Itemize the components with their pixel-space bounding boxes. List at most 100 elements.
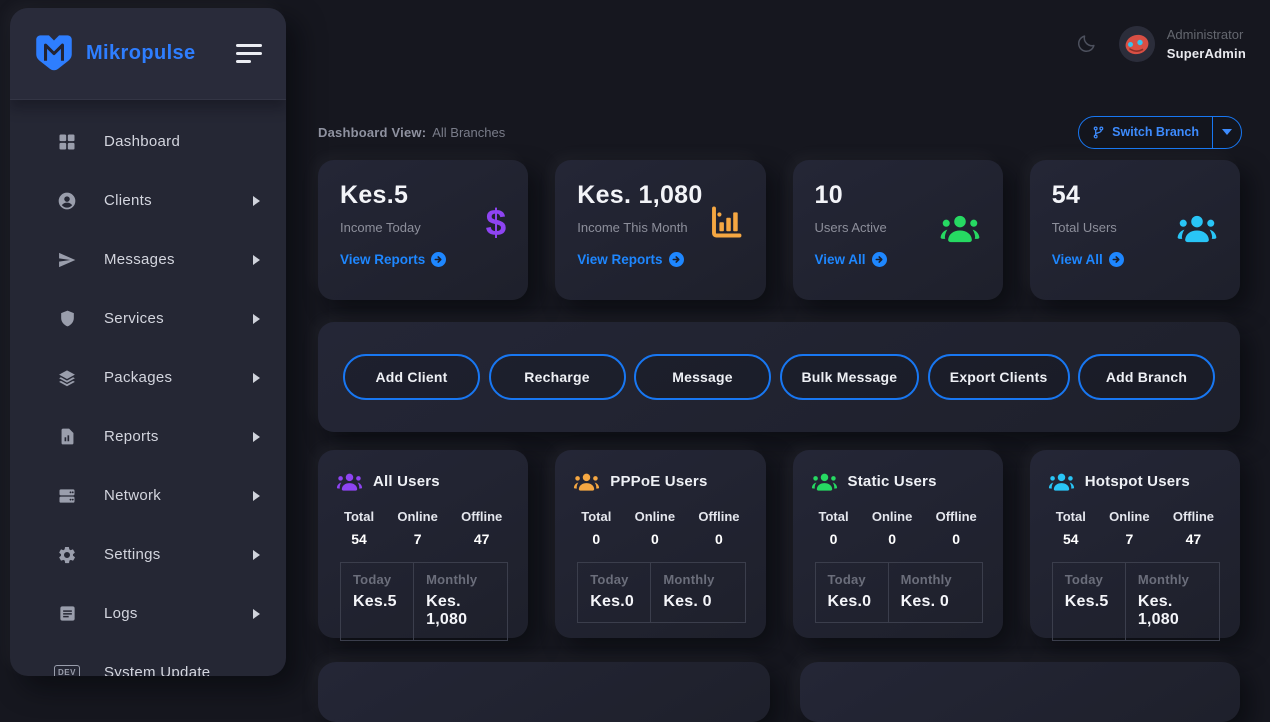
users-icon (336, 471, 363, 492)
log-document-icon (56, 603, 78, 625)
arrow-circle-icon (431, 252, 446, 267)
sidebar-item-dashboard[interactable]: Dashboard (10, 112, 286, 171)
today-value: Kes.0 (827, 593, 872, 610)
avatar[interactable] (1118, 26, 1155, 62)
view-reports-label: View Reports (340, 252, 426, 267)
sidebar-item-network[interactable]: Network (10, 466, 286, 525)
income-table: Today Kes.5 Monthly Kes. 1,080 (340, 562, 509, 641)
switch-branch-caret[interactable] (1212, 116, 1241, 148)
sidebar-item-services[interactable]: Services (10, 289, 286, 348)
add-client-button[interactable]: Add Client (343, 354, 480, 400)
chevron-right-icon (253, 195, 260, 206)
sidebar-item-label: System Update (104, 664, 211, 676)
sidebar-item-label: Clients (104, 192, 152, 209)
online-value: 7 (413, 531, 422, 547)
server-icon (56, 485, 78, 507)
dark-mode-moon-icon[interactable] (1075, 33, 1097, 55)
total-label: Total (344, 509, 375, 524)
menu-toggle-icon[interactable] (236, 40, 262, 67)
total-value: 0 (829, 531, 838, 547)
user-card-pppoe-users: PPPoE Users Total 0 Online 0 Offline 0 Toda… (555, 450, 766, 638)
view-reports-label: View Reports (577, 252, 663, 267)
sidebar-item-label: Packages (104, 369, 173, 386)
sidebar: Mikropulse Dashboard Clients Messages Se… (10, 8, 286, 676)
total-value: 54 (1063, 531, 1079, 547)
sidebar-item-messages[interactable]: Messages (10, 230, 286, 289)
stat-label: Income This Month (577, 220, 688, 235)
user-cards-row: All Users Total 54 Online 7 Offline 47 Toda… (318, 450, 1240, 641)
chevron-right-icon (253, 549, 260, 560)
sidebar-item-label: Logs (104, 605, 138, 622)
offline-label: Offline (935, 509, 977, 524)
user-card-title: Hotspot Users (1084, 473, 1190, 490)
message-button[interactable]: Message (634, 354, 771, 400)
online-value: 0 (650, 531, 659, 547)
dev-badge-icon: DEV (54, 662, 80, 676)
user-card-stats: Total 54 Online 7 Offline 47 (336, 509, 512, 547)
today-label: Today (1064, 572, 1104, 587)
offline-value: 0 (715, 531, 723, 547)
sidebar-item-reports[interactable]: Reports (10, 407, 286, 466)
monthly-label: Monthly (1137, 572, 1190, 587)
send-icon (56, 249, 78, 271)
chevron-right-icon (253, 490, 260, 501)
users-icon (939, 212, 981, 244)
today-label: Today (827, 572, 866, 587)
stat-label: Total Users (1051, 220, 1117, 235)
shield-icon (56, 308, 78, 330)
chevron-right-icon (253, 313, 260, 324)
sidebar-item-clients[interactable]: Clients (10, 171, 286, 230)
view-all-label: View All (1051, 252, 1103, 267)
income-table: Today Kes.0 Monthly Kes. 0 (577, 562, 746, 623)
online-value: 0 (888, 531, 896, 547)
stat-card-income-today: Kes.5 Income Today View Reports $ (318, 160, 529, 300)
gear-icon (56, 544, 78, 566)
offline-value: 47 (473, 531, 490, 547)
view-all-link[interactable]: View All (1052, 252, 1124, 267)
dashboard-view-value: All Branches (432, 124, 506, 140)
profile-menu[interactable]: Administrator SuperAdmin (1118, 26, 1246, 62)
user-card-title: All Users (373, 473, 440, 490)
sidebar-item-settings[interactable]: Settings (10, 525, 286, 584)
stat-label: Users Active (814, 220, 887, 235)
today-value: Kes.5 (353, 593, 397, 610)
chevron-right-icon (253, 608, 260, 619)
stat-card-total-users: 54 Total Users View All (1029, 160, 1240, 300)
bulk-message-button[interactable]: Bulk Message (779, 354, 920, 400)
total-label: Total (1055, 509, 1086, 524)
clients-icon (56, 190, 78, 212)
dollar-icon: $ (485, 202, 507, 243)
bottom-panel-left (318, 662, 770, 722)
user-card-stats: Total 54 Online 7 Offline 47 (1048, 509, 1224, 547)
offline-value: 0 (952, 531, 961, 547)
total-value: 54 (351, 531, 367, 547)
view-all-label: View All (814, 252, 866, 267)
view-bar: Dashboard View: All Branches Switch Bran… (318, 114, 1242, 150)
view-reports-link[interactable]: View Reports (340, 252, 446, 267)
stat-card-income-month: Kes. 1,080 Income This Month View Report… (555, 160, 766, 300)
offline-value: 47 (1185, 531, 1202, 547)
view-reports-link[interactable]: View Reports (577, 252, 683, 267)
add-branch-button[interactable]: Add Branch (1078, 354, 1215, 400)
view-all-link[interactable]: View All (815, 252, 887, 267)
monthly-value: Kes. 1,080 (1137, 593, 1179, 628)
export-clients-button[interactable]: Export Clients (927, 354, 1070, 400)
users-icon (1048, 471, 1075, 492)
sidebar-item-label: Services (104, 310, 164, 327)
today-value: Kes.5 (1064, 593, 1109, 610)
offline-label: Offline (461, 509, 503, 524)
switch-branch-button[interactable]: Switch Branch (1078, 115, 1242, 149)
bar-chart-icon (708, 204, 744, 240)
user-card-static-users: Static Users Total 0 Online 0 Offline 0 Tod… (792, 450, 1003, 638)
sidebar-item-logs[interactable]: Logs (10, 584, 286, 643)
sidebar-item-label: Reports (104, 428, 159, 445)
sidebar-item-packages[interactable]: Packages (10, 348, 286, 407)
today-label: Today (590, 572, 629, 587)
recharge-button[interactable]: Recharge (488, 354, 626, 400)
stat-label: Income Today (340, 220, 421, 235)
sidebar-header: Mikropulse (10, 8, 286, 100)
arrow-circle-icon (872, 252, 887, 267)
stat-value: 54 (1051, 181, 1081, 209)
sidebar-item-system-update[interactable]: DEV System Update (10, 643, 286, 676)
monthly-label: Monthly (663, 572, 715, 587)
